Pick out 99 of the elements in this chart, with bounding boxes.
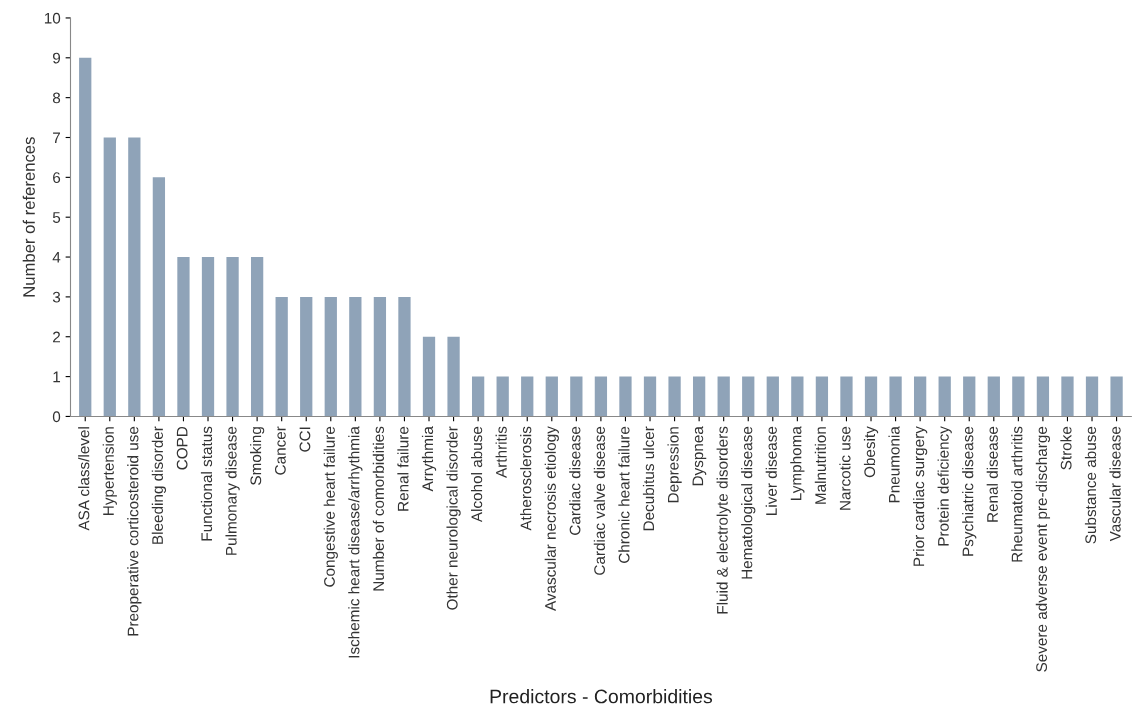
x-tick-label: Preoperative corticosteroid use	[127, 426, 142, 636]
bar	[1110, 376, 1123, 417]
y-tick-label: 3	[52, 291, 61, 303]
x-tick-label: Renal disease	[986, 426, 998, 522]
y-axis-title: Number of references	[22, 137, 35, 297]
bar	[766, 376, 779, 417]
bar	[201, 257, 215, 417]
y-tick-label: 7	[53, 132, 61, 144]
bar	[938, 376, 951, 417]
bar	[324, 296, 337, 417]
x-tick-label: Prior cardiac surgery	[913, 426, 928, 566]
bar	[1085, 376, 1099, 417]
bar	[742, 376, 755, 417]
x-tick-label: Hematological disease	[741, 426, 756, 579]
x-tick-label: Protein deficiency	[937, 426, 952, 546]
x-tick-label: Rheumatoid arthritis	[1011, 426, 1023, 562]
bar	[963, 376, 976, 417]
bar	[177, 257, 190, 417]
bar	[521, 376, 534, 417]
x-tick-label: Pneumonia	[888, 426, 900, 503]
x-tick-label: Depression	[667, 427, 682, 503]
x-tick-label: Severe adverse event pre-discharge	[1035, 426, 1051, 672]
bar	[128, 137, 141, 417]
x-tick-label: Smoking	[250, 427, 265, 485]
x-tick-label: Arrythmia	[421, 426, 437, 492]
x-tick-label: COPD	[176, 426, 188, 470]
y-tick-label: 8	[52, 92, 61, 104]
bar	[373, 296, 387, 417]
bar	[643, 376, 657, 417]
bar	[717, 376, 730, 417]
bar	[1012, 376, 1025, 417]
x-axis-title: Predictors - Comorbidities	[490, 689, 713, 704]
bar	[545, 376, 558, 417]
y-tick-label: 0	[52, 411, 61, 423]
bar	[398, 296, 411, 417]
bar	[987, 376, 1000, 417]
x-tick-label: Number of comorbidities	[372, 426, 384, 591]
y-tick-label: 6	[53, 172, 61, 184]
bar	[840, 376, 853, 417]
x-tick-label: Alcohol abuse	[471, 426, 483, 523]
bar	[594, 376, 608, 417]
x-tick-label: Renal failure	[397, 426, 409, 511]
x-tick-label: Psychiatric disease	[962, 426, 977, 556]
x-tick-label: Cardiac valve disease	[593, 426, 606, 575]
x-tick-label: Chronic heart failure	[618, 426, 630, 563]
x-tick-label: Lymphoma	[790, 426, 805, 500]
x-tick-label: Fluid & electrolyte disorders	[716, 426, 731, 614]
bar	[152, 177, 166, 417]
y-tick-label: 10	[44, 12, 61, 24]
x-tick-label: Dyspnea	[692, 426, 707, 486]
x-tick-label: Narcotic use	[839, 426, 851, 510]
x-tick-label: Ischemic heart disease/arrhythmia	[348, 426, 363, 658]
x-tick-label: Vascular disease	[1109, 426, 1121, 542]
bar	[692, 376, 706, 417]
x-tick-label: Pulmonary disease	[225, 426, 240, 555]
x-tick-label: Cardiac disease	[569, 426, 581, 535]
bar	[275, 296, 288, 417]
x-tick-label: Malnutrition	[814, 427, 827, 504]
bar	[349, 296, 362, 417]
bar	[864, 376, 878, 417]
x-tick-label: CCI	[299, 427, 311, 452]
bar	[913, 376, 927, 417]
bar	[79, 57, 92, 417]
bar	[668, 376, 681, 417]
bar	[1036, 376, 1050, 417]
x-tick-label: Cancer	[274, 426, 286, 475]
bar	[422, 336, 436, 417]
x-tick-label: Other neurological disorder	[446, 426, 461, 610]
x-tick-label: Functional status	[200, 426, 213, 541]
bar	[496, 376, 509, 417]
x-tick-label: ASA class/level	[78, 427, 90, 531]
bar	[471, 376, 485, 417]
bar	[250, 257, 264, 417]
bar	[300, 296, 313, 417]
y-tick-label: 4	[52, 252, 61, 263]
x-tick-label: Arthritis	[495, 426, 507, 478]
x-tick-label: Liver disease	[765, 426, 777, 515]
x-tick-label: Avascular necrosis etiology	[544, 426, 559, 611]
x-tick-label: Bleeding disorder	[151, 426, 167, 544]
y-tick-label: 2	[53, 331, 61, 343]
y-tick-label: 5	[52, 212, 61, 223]
bar	[570, 376, 583, 417]
x-tick-label: Stroke	[1060, 426, 1072, 470]
bar	[1061, 376, 1074, 417]
x-tick-label: Obesity	[863, 426, 879, 478]
y-tick-label: 1	[53, 371, 61, 383]
bar	[889, 376, 902, 417]
bar	[103, 137, 116, 417]
x-tick-label: Hypertension	[102, 427, 117, 515]
x-tick-label: Congestive heart failure	[323, 426, 338, 587]
bar	[791, 376, 804, 417]
x-tick-label: Substance abuse	[1084, 426, 1097, 544]
x-tick-label: Atherosclerosis	[520, 426, 532, 531]
y-tick-label: 9	[52, 52, 61, 64]
bar	[226, 257, 239, 417]
bar	[815, 376, 829, 417]
bar	[619, 376, 632, 417]
x-tick-label: Decubitus ulcer	[642, 426, 655, 531]
bar	[447, 336, 460, 417]
